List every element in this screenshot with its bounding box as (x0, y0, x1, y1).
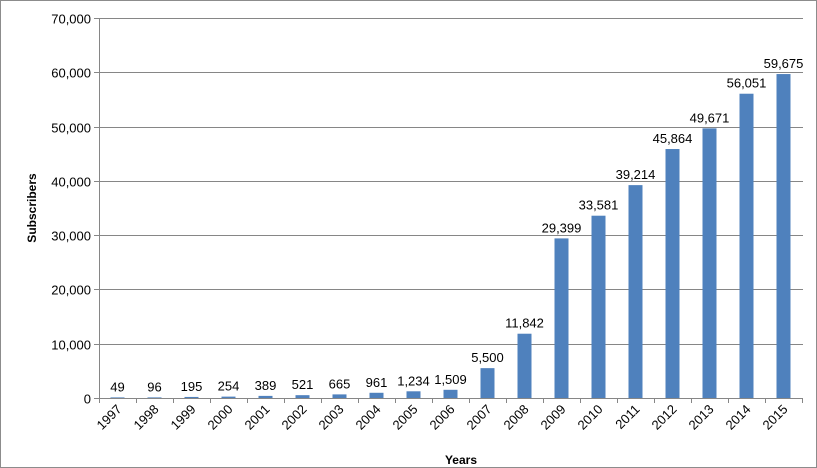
data-label: 1,509 (434, 372, 467, 387)
bars (110, 74, 791, 399)
bar (110, 397, 125, 398)
bar (480, 368, 495, 398)
bar (517, 333, 532, 398)
bar (739, 93, 754, 398)
bar (443, 389, 458, 398)
data-label: 11,842 (505, 316, 544, 331)
y-tick-label: 30,000 (51, 229, 91, 244)
data-label: 5,500 (471, 350, 504, 365)
x-tick-label: 2002 (279, 402, 310, 433)
data-label: 33,581 (579, 198, 619, 213)
data-label: 254 (218, 379, 240, 394)
y-tick-label: 40,000 (51, 175, 91, 190)
x-tick-label: 2015 (760, 402, 791, 433)
bar (369, 392, 384, 398)
bar (147, 397, 162, 398)
data-label: 49 (110, 379, 124, 394)
data-label: 29,399 (542, 220, 582, 235)
x-tick-label: 2009 (538, 402, 569, 433)
x-tick-label: 2003 (316, 402, 347, 433)
bar (295, 395, 310, 398)
y-tick-label: 60,000 (51, 66, 91, 81)
bar (628, 185, 643, 398)
y-tick-label: 10,000 (51, 338, 91, 353)
data-label: 389 (255, 378, 277, 393)
bar (554, 238, 569, 398)
x-tick-label: 2011 (612, 402, 642, 432)
data-label: 665 (329, 376, 351, 391)
x-tick-label: 2014 (723, 402, 754, 433)
y-tick-label: 70,000 (51, 12, 91, 27)
x-tick-label: 2012 (649, 402, 680, 433)
axes: 0 10,000 20,000 30,000 40,000 50,000 60,000 70,… (51, 12, 803, 433)
bar (184, 396, 199, 398)
x-tick-label: 2008 (501, 402, 532, 433)
data-label: 56,051 (727, 76, 767, 91)
data-label: 521 (292, 377, 314, 392)
bar (665, 149, 680, 398)
data-label: 39,214 (616, 167, 656, 182)
x-tick-label: 1997 (94, 402, 125, 433)
bar (406, 391, 421, 398)
data-label: 1,234 (397, 373, 430, 388)
bar (776, 74, 791, 399)
x-axis-title: Years (445, 453, 477, 467)
x-tick-label: 2005 (390, 402, 421, 433)
bar (258, 395, 273, 398)
x-tick-label: 1998 (131, 402, 162, 433)
bar (591, 215, 606, 398)
data-label: 45,864 (653, 131, 693, 146)
x-tick-label: 2013 (686, 402, 717, 433)
data-label: 961 (366, 375, 388, 390)
data-label: 195 (181, 379, 203, 394)
y-tick-label: 50,000 (51, 121, 91, 136)
x-tick-label: 2000 (205, 402, 236, 433)
bar (702, 128, 717, 398)
gridlines (99, 18, 803, 345)
data-label: 96 (147, 379, 161, 394)
data-label: 49,671 (690, 110, 730, 125)
y-tick-label: 0 (84, 392, 91, 407)
data-label: 59,675 (764, 56, 804, 71)
x-tick-label: 1999 (168, 402, 199, 433)
x-tick-label: 2001 (242, 402, 273, 433)
x-tick-label: 2006 (427, 402, 458, 433)
bar (221, 396, 236, 398)
x-tick-label: 2010 (575, 402, 606, 433)
data-labels: 49 96 195 254 389 521 665 961 1,234 1,509 5,500 11,… (110, 56, 803, 394)
bar (332, 394, 347, 398)
x-tick-label: 2007 (464, 402, 495, 433)
y-axis-title: Subscribers (25, 173, 39, 243)
y-tick-label: 20,000 (51, 283, 91, 298)
x-tick-label: 2004 (353, 402, 384, 433)
